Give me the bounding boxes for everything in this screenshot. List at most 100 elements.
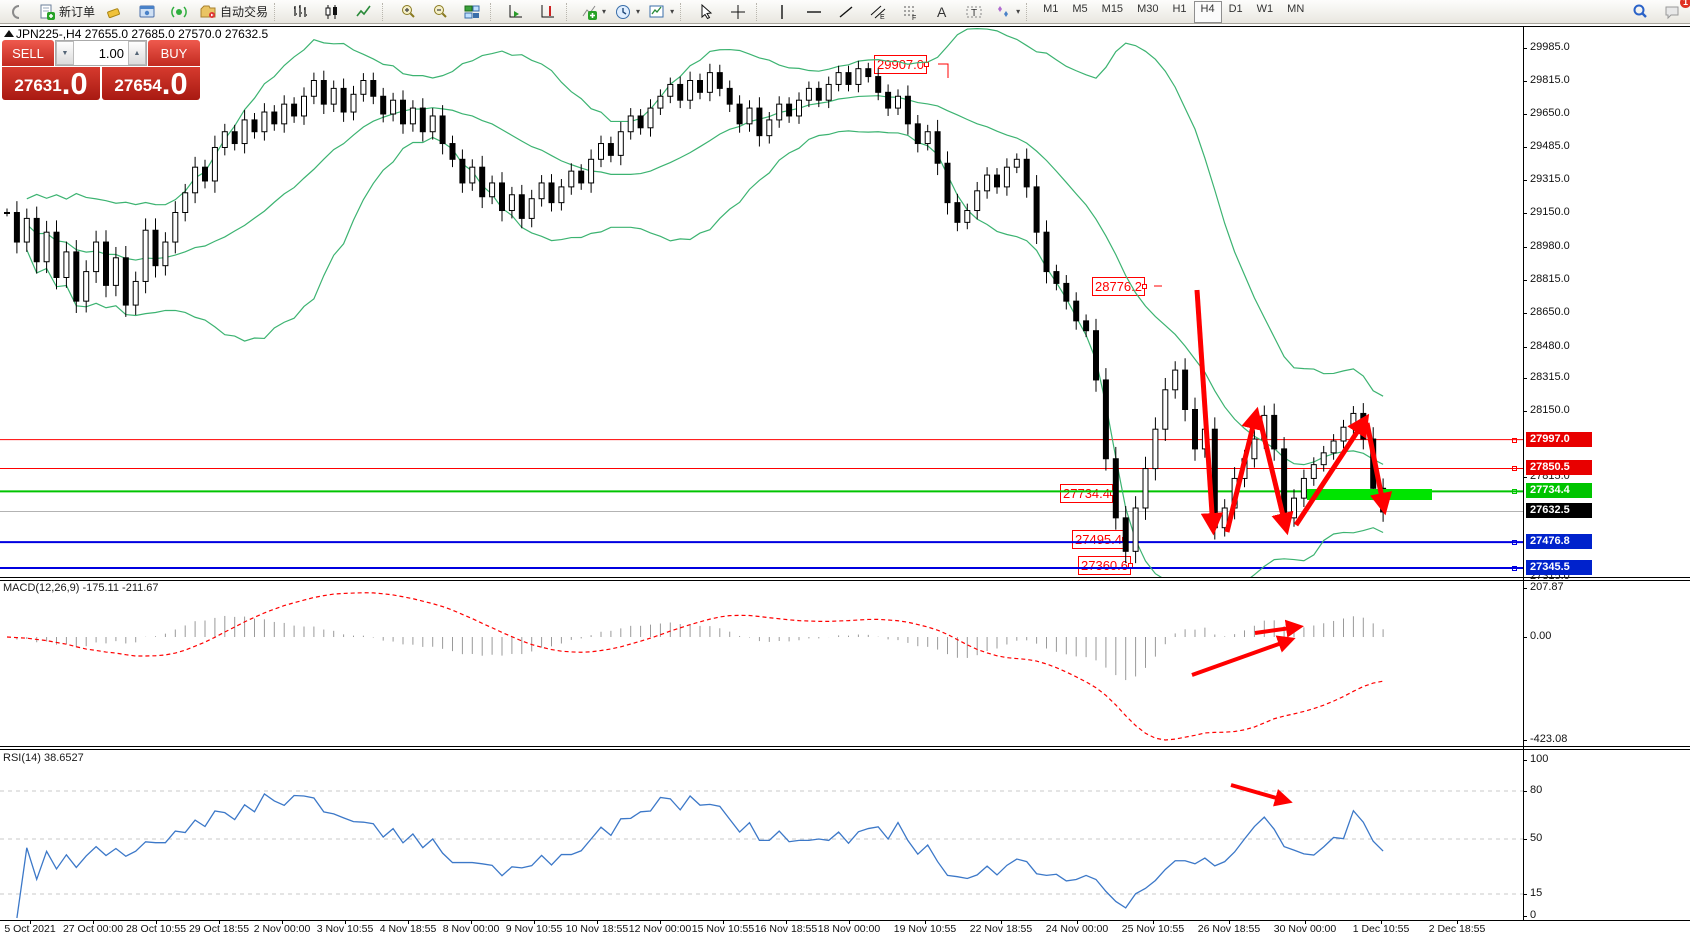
shapes-button[interactable]: ▾ xyxy=(990,1,1024,23)
green-zone-annotation[interactable] xyxy=(1307,489,1432,500)
trend-arrow-annotation[interactable] xyxy=(1230,783,1293,807)
zoom-in-button[interactable] xyxy=(392,1,424,23)
tick-mark xyxy=(93,920,94,924)
trendline-button[interactable] xyxy=(830,1,862,23)
sell-button[interactable]: SELL xyxy=(2,40,54,66)
timeframe-button-mn[interactable]: MN xyxy=(1287,2,1305,15)
buy-button[interactable]: BUY xyxy=(148,40,200,66)
vertical-line-button[interactable] xyxy=(766,1,798,23)
new-order-label: 新订单 xyxy=(59,5,96,19)
signal-button[interactable] xyxy=(163,1,195,23)
sell-price-button[interactable]: 27631.0 xyxy=(2,67,100,100)
time-axis-label: 4 Nov 18:55 xyxy=(379,923,437,935)
zoom-in-icon xyxy=(402,4,415,18)
tick-mark xyxy=(156,920,157,924)
time-axis-label: 10 Nov 18:55 xyxy=(565,923,629,935)
toolbar-separator xyxy=(756,2,765,21)
time-axis-label: 27 Oct 00:00 xyxy=(62,923,124,935)
zoom-out-icon xyxy=(434,4,447,18)
zoom-out-button[interactable] xyxy=(424,1,456,23)
time-axis-label: 15 Nov 10:55 xyxy=(691,923,755,935)
timeframe-button-m30[interactable]: M30 xyxy=(1137,2,1159,15)
timeframe-button-w1[interactable]: W1 xyxy=(1256,2,1274,15)
line-chart-button[interactable] xyxy=(348,1,380,23)
tick-mark xyxy=(471,920,472,924)
price-annotation-label[interactable]: 27360.6 xyxy=(1078,556,1133,575)
autotrading-button[interactable]: 自动交易 xyxy=(195,1,272,23)
cursor-button[interactable] xyxy=(690,1,722,23)
new-order-button[interactable]: 新订单 xyxy=(34,1,99,23)
volume-increase-button[interactable]: ▲ xyxy=(128,41,146,65)
tick-mark xyxy=(1523,347,1527,348)
chevron-down-icon[interactable]: ▾ xyxy=(636,7,641,16)
chevron-down-icon[interactable]: ▾ xyxy=(1016,7,1021,16)
trend-arrow-annotation[interactable] xyxy=(1254,619,1304,638)
trend-arrow-annotation[interactable] xyxy=(1364,422,1393,516)
crosshair-icon xyxy=(731,4,746,19)
tick-mark xyxy=(1523,411,1527,412)
periods-button[interactable]: ▾ xyxy=(610,1,644,23)
price-annotation-label[interactable]: 27734.4 xyxy=(1060,484,1115,503)
tick-mark xyxy=(345,920,346,924)
pane-separator[interactable] xyxy=(0,577,1690,578)
chevron-down-icon[interactable]: ▾ xyxy=(670,7,675,16)
price-tag: 27476.8 xyxy=(1526,534,1592,549)
annotation-handle[interactable] xyxy=(1142,284,1147,289)
trend-arrow-annotation[interactable] xyxy=(1224,406,1264,533)
templates-icon xyxy=(649,5,664,17)
price-axis-tick: 29485.0 xyxy=(1530,140,1570,152)
buy-price-button[interactable]: 27654.0 xyxy=(102,67,200,100)
pane-separator[interactable] xyxy=(0,746,1690,747)
crosshair-button[interactable] xyxy=(722,1,754,23)
text-button[interactable]: A xyxy=(926,1,958,23)
channel-button[interactable]: E xyxy=(862,1,894,23)
timeframe-button-h4[interactable]: H4 xyxy=(1193,0,1222,23)
timeframe-button-h1[interactable]: H1 xyxy=(1172,2,1187,15)
trend-arrow-annotation[interactable] xyxy=(1256,415,1294,536)
profiles-icon xyxy=(139,5,155,17)
vertical-line-icon xyxy=(781,4,783,19)
profiles-button[interactable] xyxy=(131,1,163,23)
volume-input[interactable] xyxy=(74,41,128,65)
chat-button[interactable]: 1 xyxy=(1656,0,1690,23)
chart-shift-button[interactable] xyxy=(532,1,564,23)
timeframe-button-m15[interactable]: M15 xyxy=(1101,2,1124,15)
templates-button[interactable]: ▾ xyxy=(644,1,678,23)
text-label-button[interactable]: T xyxy=(958,1,990,23)
trend-arrow-annotation[interactable] xyxy=(1293,413,1370,527)
one-click-toggle-icon[interactable] xyxy=(4,30,14,37)
cursor-icon xyxy=(701,3,713,19)
svg-text:E: E xyxy=(880,14,885,21)
chart-fragment-button[interactable] xyxy=(2,1,34,23)
timeframe-button-m1[interactable]: M1 xyxy=(1043,2,1059,15)
indicators-button[interactable]: ▾ xyxy=(576,1,610,23)
search-button[interactable] xyxy=(1624,1,1656,23)
line-handle[interactable] xyxy=(1512,438,1517,443)
tile-windows-button[interactable] xyxy=(456,1,488,23)
timeframe-button-d1[interactable]: D1 xyxy=(1228,2,1243,15)
price-axis-tick: 28980.0 xyxy=(1530,240,1570,252)
new-order-icon xyxy=(40,4,55,20)
bar-chart-button[interactable] xyxy=(284,1,316,23)
tick-mark xyxy=(219,920,220,924)
buy-price: 27654 xyxy=(114,76,162,95)
candlestick-chart-button[interactable] xyxy=(316,1,348,23)
trend-arrow-annotation[interactable] xyxy=(1191,635,1296,677)
fibonacci-button[interactable]: F xyxy=(894,1,926,23)
pane-separator[interactable] xyxy=(0,749,1690,750)
eraser-button[interactable] xyxy=(99,1,131,23)
price-tag: 27734.4 xyxy=(1526,483,1592,498)
trend-arrow-annotation[interactable] xyxy=(1194,289,1224,536)
tick-mark xyxy=(786,920,787,924)
tick-mark xyxy=(1523,313,1527,314)
pane-separator[interactable] xyxy=(0,580,1690,581)
time-axis-line xyxy=(0,920,1690,921)
horizontal-line-button[interactable] xyxy=(798,1,830,23)
timeframe-button-m5[interactable]: M5 xyxy=(1072,2,1088,15)
auto-scroll-button[interactable] xyxy=(500,1,532,23)
time-axis-label: 3 Nov 10:55 xyxy=(316,923,374,935)
chevron-down-icon[interactable]: ▾ xyxy=(602,7,607,16)
volume-decrease-button[interactable]: ▼ xyxy=(56,41,74,65)
